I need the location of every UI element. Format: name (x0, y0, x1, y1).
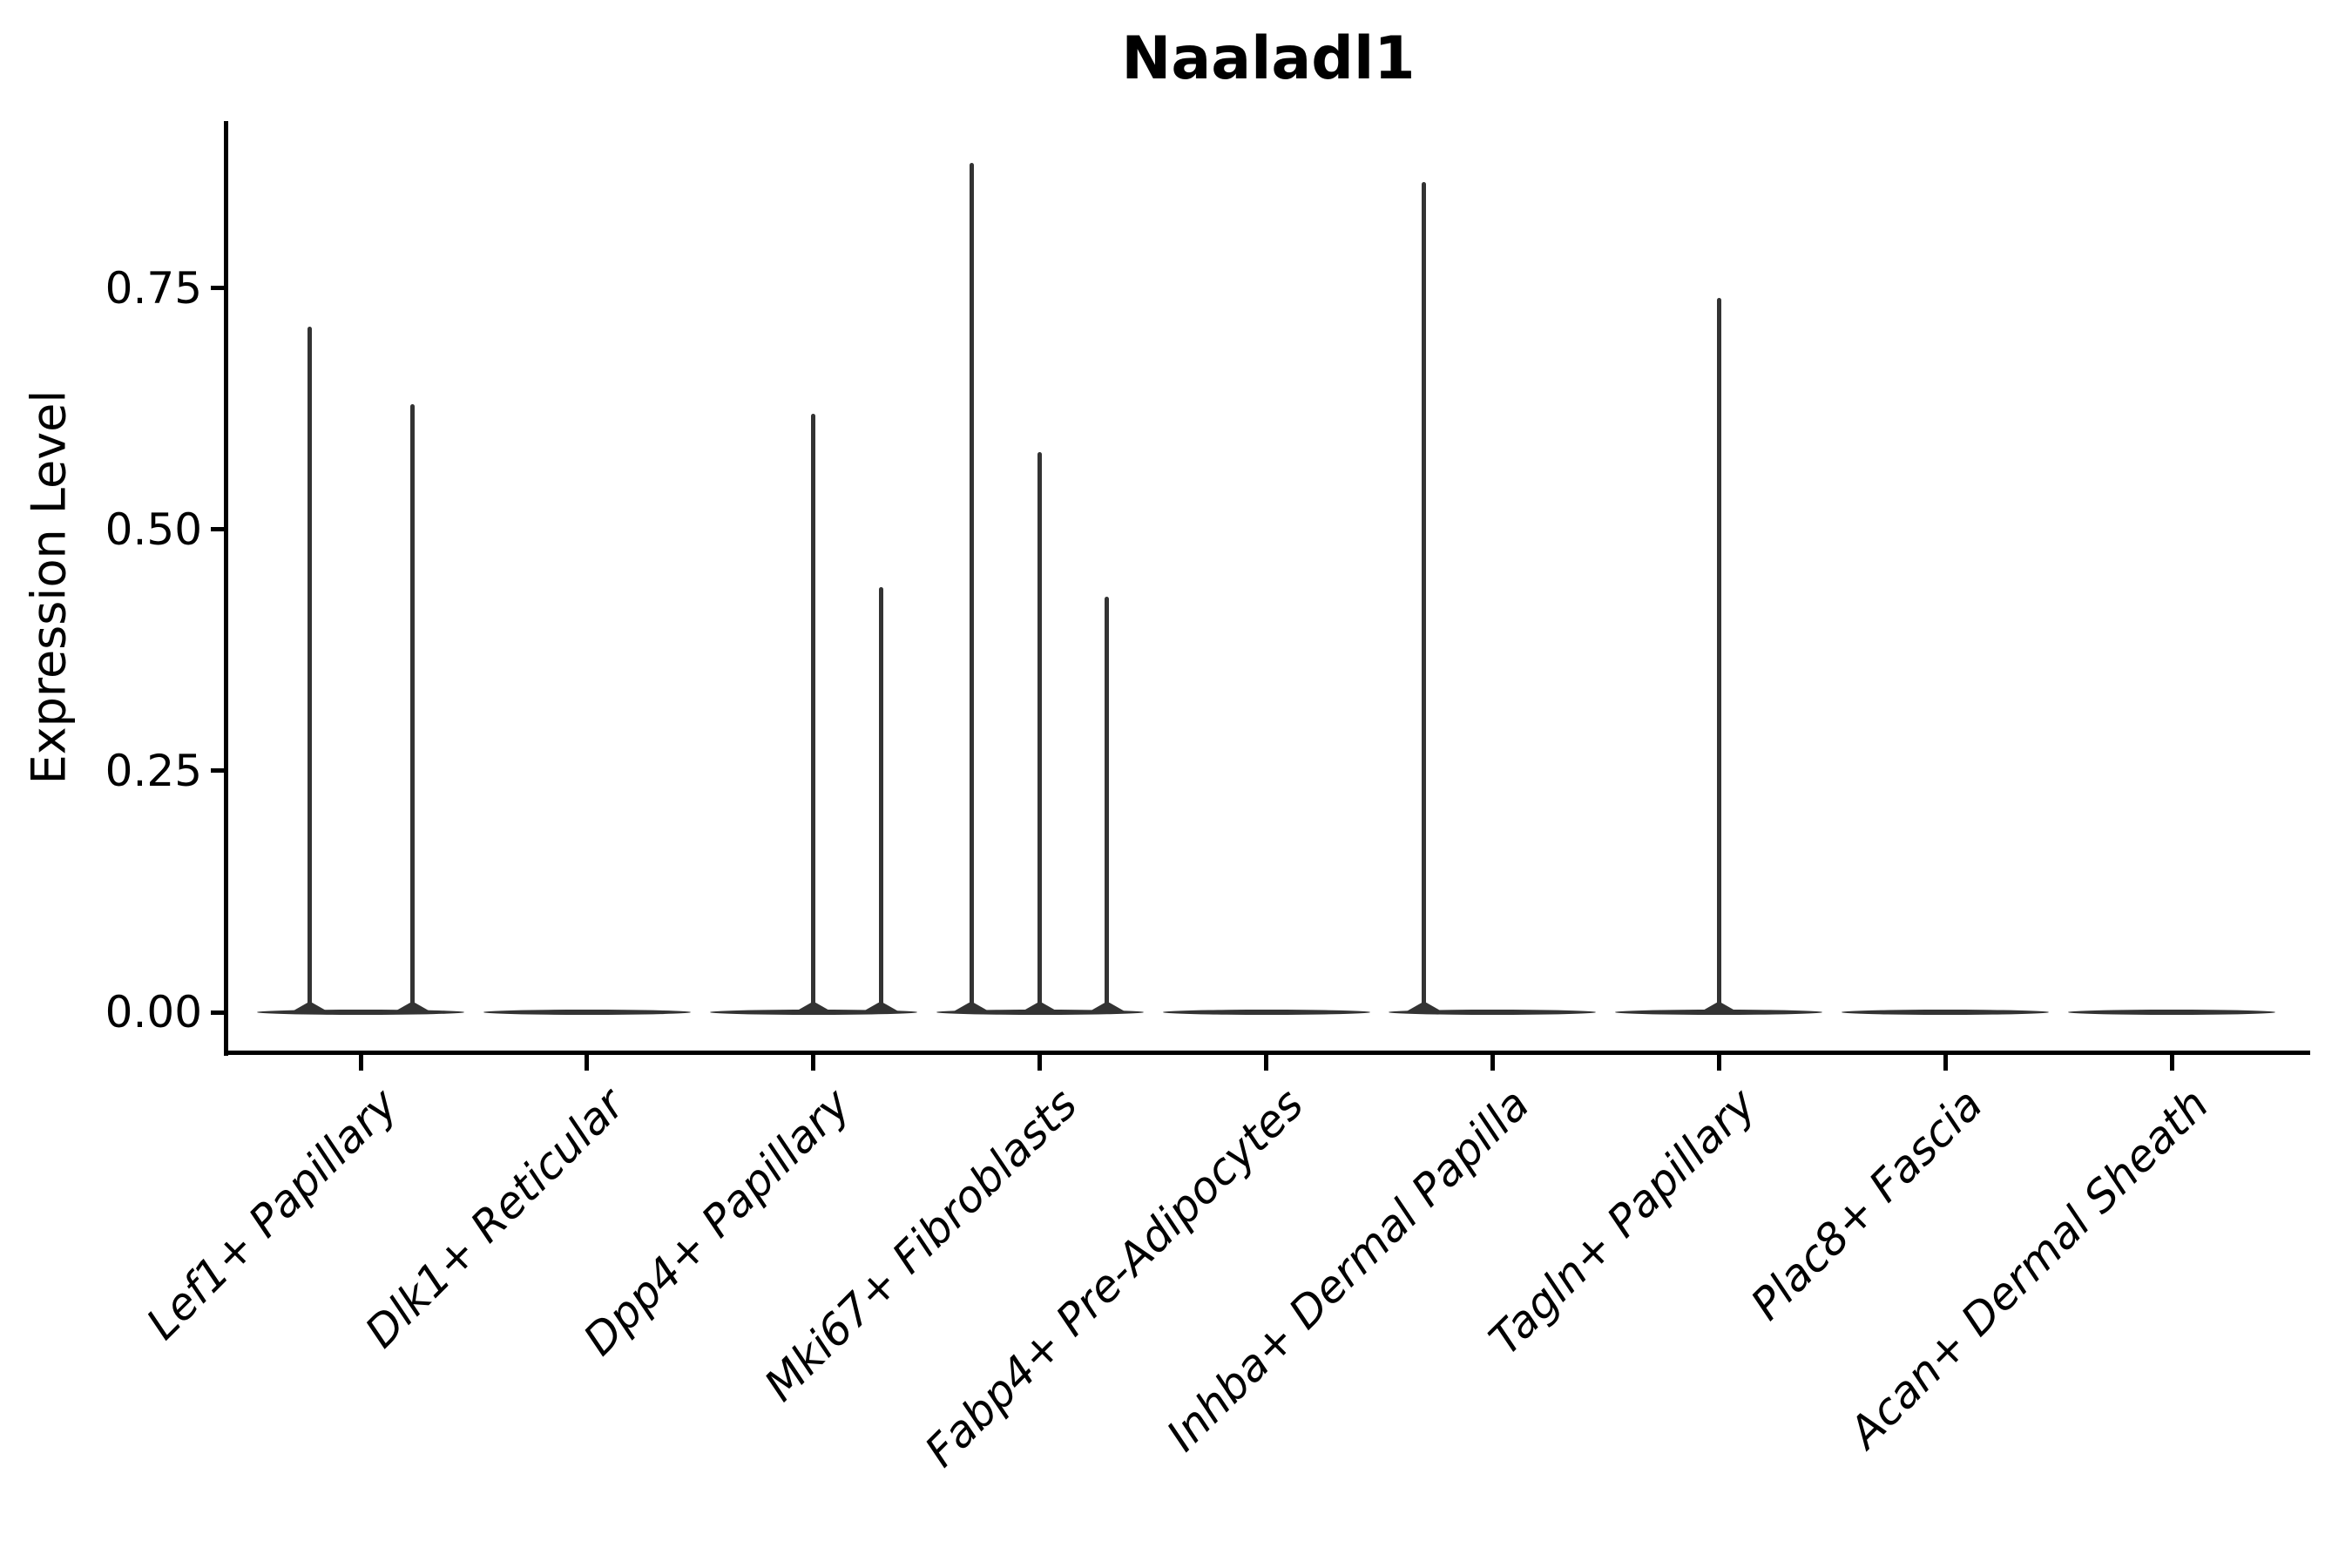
x-axis-tick (811, 1055, 816, 1071)
x-axis-line (224, 1051, 2310, 1055)
y-axis-tick (211, 768, 224, 774)
violin-body (257, 1010, 464, 1015)
x-axis-tick (1716, 1055, 1721, 1071)
y-axis-line (224, 121, 228, 1056)
violin-peak-line (1422, 181, 1427, 1012)
violin-body (1162, 1010, 1370, 1015)
violin-body (2068, 1010, 2275, 1015)
x-axis-label: Plac8+ Fascia (1740, 1078, 1992, 1330)
violin-peak-line (308, 327, 313, 1012)
y-axis-tick-label: 0.75 (105, 262, 202, 314)
x-axis-label: Fabp4+ Pre-Adipocytes (915, 1078, 1314, 1477)
violin-peak-line (969, 162, 974, 1012)
violin-peak-line (1105, 597, 1110, 1012)
x-axis-label: Lef1+ Papillary (137, 1078, 408, 1349)
violin-body (1615, 1010, 1823, 1015)
violin-body (709, 1010, 917, 1015)
x-axis-tick (1264, 1055, 1268, 1071)
x-axis-tick (1037, 1055, 1043, 1071)
x-axis-label: Inhba+ Dermal Papilla (1157, 1078, 1539, 1462)
x-axis-tick (585, 1055, 590, 1071)
violin-peak-line (410, 403, 415, 1012)
violin-body (936, 1010, 1144, 1015)
y-axis-tick-label: 0.50 (105, 504, 202, 555)
y-axis-tick (211, 286, 224, 291)
y-axis-tick (211, 1010, 224, 1015)
violin-body (483, 1010, 691, 1015)
violin-body (1842, 1010, 2050, 1015)
y-axis-tick (211, 527, 224, 532)
y-axis-tick-label: 0.00 (105, 987, 202, 1037)
y-axis-title: Expression Level (21, 389, 76, 785)
violin-peak-line (878, 587, 883, 1012)
violin-peak-line (1716, 297, 1721, 1012)
violin-peak-line (811, 413, 816, 1012)
chart-title: Naaladl1 (1121, 24, 1416, 93)
violin-peak-line (1037, 452, 1043, 1012)
violin-body (1389, 1010, 1597, 1015)
y-axis-tick-label: 0.25 (105, 745, 202, 796)
x-axis-tick (358, 1055, 363, 1071)
x-axis-tick (1943, 1055, 1948, 1071)
x-axis-tick (2169, 1055, 2174, 1071)
x-axis-tick (1490, 1055, 1495, 1071)
